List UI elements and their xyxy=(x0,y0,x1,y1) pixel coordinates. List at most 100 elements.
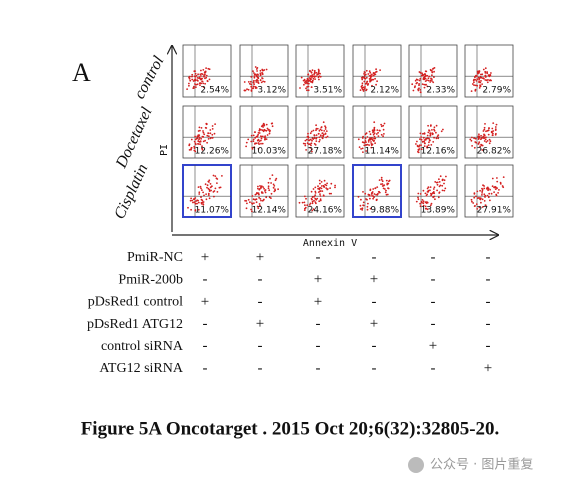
cell-dot xyxy=(204,82,207,85)
percent-label: 3.51% xyxy=(313,86,342,96)
cell-dot xyxy=(193,140,196,143)
cell-dot xyxy=(309,147,312,149)
cell-dot xyxy=(250,85,253,88)
cell-dot xyxy=(478,81,480,84)
cell-dot xyxy=(248,82,251,85)
cell-dot xyxy=(363,71,366,73)
cell-dot xyxy=(363,74,366,77)
cell-dot xyxy=(250,90,253,92)
cell-dot xyxy=(495,123,498,126)
cell-dot xyxy=(495,132,497,135)
cell-dot xyxy=(422,77,425,79)
cell-dot xyxy=(318,200,321,203)
cell-dot xyxy=(193,79,196,81)
cell-dot xyxy=(476,190,479,193)
cell-dot xyxy=(261,69,264,72)
cell-dot xyxy=(264,129,266,132)
cell-dot xyxy=(365,141,367,144)
cell-dot xyxy=(430,192,432,195)
cell-dot xyxy=(433,186,436,189)
cell-dot xyxy=(326,135,329,138)
cell-dot xyxy=(307,85,310,88)
condition-sign: - xyxy=(431,316,436,332)
cell-dot xyxy=(199,73,202,76)
cell-dot xyxy=(315,129,317,132)
cell-dot xyxy=(306,204,309,207)
cell-dot xyxy=(374,187,377,190)
cell-dot xyxy=(361,78,364,81)
cell-dot xyxy=(198,191,201,194)
plot-frame xyxy=(295,105,345,159)
cell-dot xyxy=(427,189,430,192)
cell-dot xyxy=(375,133,378,135)
cell-dot xyxy=(204,183,207,186)
cell-dot xyxy=(380,178,383,181)
cell-dot xyxy=(376,194,379,196)
cell-dot xyxy=(485,136,487,139)
condition-sign: - xyxy=(316,338,321,354)
cell-dot xyxy=(309,75,312,78)
cell-dot xyxy=(366,84,369,86)
cell-dot xyxy=(197,186,200,189)
cell-dot xyxy=(307,79,310,81)
cell-dot xyxy=(419,88,422,91)
plot-frame xyxy=(408,105,458,159)
cell-dot xyxy=(431,133,434,136)
cell-dot xyxy=(364,86,366,88)
cell-dot xyxy=(418,144,421,147)
cell-dot xyxy=(209,137,212,140)
cell-dot xyxy=(315,75,317,78)
cell-dot xyxy=(422,202,425,205)
cell-dot xyxy=(205,127,208,129)
cell-dot xyxy=(364,82,367,85)
cell-dot xyxy=(249,201,251,204)
cell-dot xyxy=(365,89,368,92)
cell-dot xyxy=(318,140,321,143)
cell-dot xyxy=(420,200,423,203)
cell-dot xyxy=(253,73,256,76)
percent-label: 2.54% xyxy=(200,86,229,96)
plot-frame xyxy=(408,164,458,218)
cell-dot xyxy=(265,68,268,71)
cell-dot xyxy=(427,144,430,147)
cell-dot xyxy=(210,189,213,192)
cell-dot xyxy=(258,196,260,199)
cell-dot xyxy=(386,193,389,196)
cell-dot xyxy=(304,80,307,83)
cell-dot xyxy=(261,191,263,193)
cell-dot xyxy=(441,189,444,192)
cell-dot xyxy=(416,145,419,148)
cell-dot xyxy=(424,70,427,73)
cell-dot xyxy=(357,196,360,198)
cell-dot xyxy=(271,122,274,125)
cell-dot xyxy=(368,70,371,73)
percent-label: 10.03% xyxy=(252,147,287,157)
cell-dot xyxy=(247,88,250,91)
cell-dot xyxy=(259,72,262,75)
cell-dot xyxy=(258,132,261,134)
cell-dot xyxy=(311,198,313,201)
cell-dot xyxy=(252,134,255,137)
cell-dot xyxy=(373,135,376,138)
cell-dot xyxy=(219,186,222,189)
condition-sign: + xyxy=(314,294,322,310)
percent-label: 26.82% xyxy=(477,147,512,157)
cell-dot xyxy=(366,80,369,83)
cell-dot xyxy=(262,126,264,128)
flow-plot: 12.14% xyxy=(239,164,289,218)
cell-dot xyxy=(437,196,440,199)
cell-dot xyxy=(438,181,441,183)
cell-dot xyxy=(486,71,488,73)
cell-dot xyxy=(436,189,438,192)
cell-dot xyxy=(254,66,257,68)
cell-dot xyxy=(253,85,255,88)
cell-dot xyxy=(420,136,422,139)
cell-dot xyxy=(313,134,316,137)
cell-dot xyxy=(486,140,489,142)
cell-dot xyxy=(480,201,482,204)
cell-dot xyxy=(492,130,495,132)
cell-dot xyxy=(359,204,362,207)
cell-dot xyxy=(206,123,208,125)
cell-dot xyxy=(369,137,371,140)
cell-dot xyxy=(417,151,420,154)
